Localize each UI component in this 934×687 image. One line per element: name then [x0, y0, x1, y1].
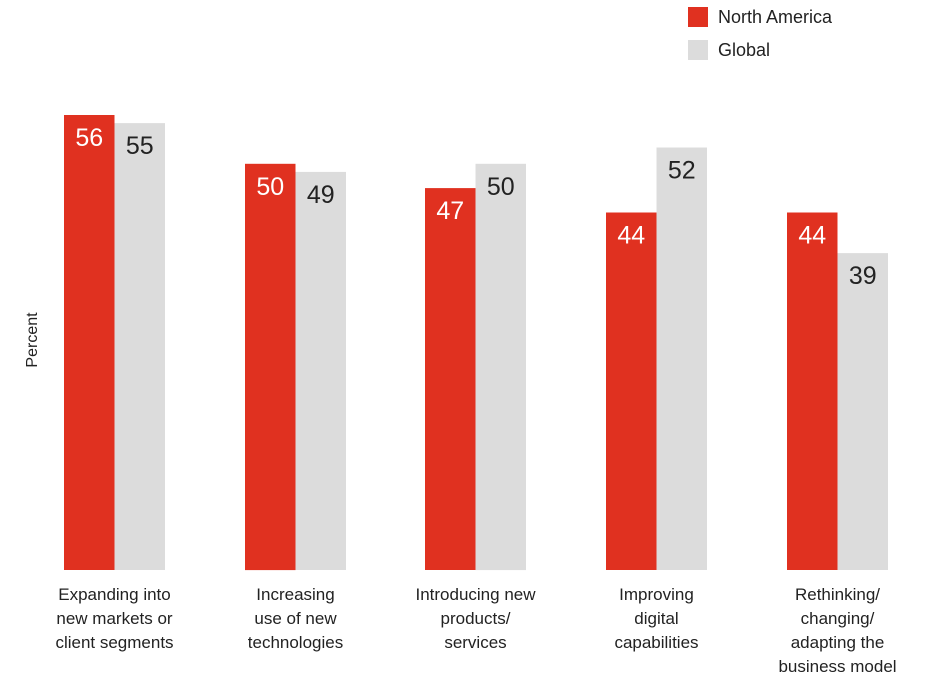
legend-label-north-america: North America	[718, 6, 833, 27]
legend-swatch-north-america	[688, 7, 708, 27]
category-label-3: Improving digital capabilities	[614, 585, 698, 652]
category-label-line: business model	[778, 657, 896, 676]
category-label-line: services	[444, 633, 506, 652]
bar-north-america-4	[787, 212, 838, 570]
category-label-0: Expanding into new markets or client segme…	[55, 585, 173, 652]
legend-item-north-america: North America	[688, 6, 832, 28]
data-label-north-america-3: 44	[617, 222, 645, 250]
legend-item-global: Global	[688, 39, 832, 61]
category-label-line: capabilities	[614, 633, 698, 652]
category-label-line: products/	[441, 609, 511, 628]
category-label-line: technologies	[248, 633, 343, 652]
data-label-north-america-1: 50	[256, 173, 284, 201]
bar-north-america-0	[64, 115, 115, 570]
bar-global-0	[114, 123, 165, 570]
bar-global-4	[837, 253, 888, 570]
bar-north-america-1	[245, 163, 296, 571]
bar-global-1	[295, 171, 346, 570]
category-label-line: client segments	[55, 633, 173, 652]
category-label-line: Introducing new	[415, 585, 536, 604]
bar-north-america-3	[606, 212, 657, 570]
data-label-north-america-4: 44	[798, 222, 826, 250]
category-label-1: Increasing use of new technologies	[248, 585, 343, 652]
category-label-line: Expanding into	[58, 585, 170, 604]
category-label-line: use of new	[254, 609, 337, 628]
category-label-line: changing/	[801, 609, 875, 628]
y-axis-label: Percent	[24, 312, 41, 368]
legend-swatch-global	[688, 40, 708, 60]
bar-global-3	[656, 147, 707, 570]
data-label-global-1: 49	[307, 181, 335, 209]
data-label-global-2: 50	[487, 173, 515, 201]
bar-global-2	[475, 163, 526, 571]
data-label-global-4: 39	[849, 262, 877, 290]
category-label-2: Introducing new products/services	[415, 585, 536, 652]
legend-label-global: Global	[718, 39, 771, 60]
category-label-line: Improving	[619, 585, 694, 604]
category-label-line: digital	[634, 609, 678, 628]
category-label-line: adapting the	[791, 633, 885, 652]
bar-north-america-2	[425, 188, 476, 570]
category-label-line: Rethinking/	[795, 585, 880, 604]
data-label-north-america-0: 56	[75, 124, 103, 152]
category-label-line: new markets or	[56, 609, 173, 628]
category-label-4: Rethinking/changing/adapting the business…	[778, 585, 896, 676]
data-label-north-america-2: 47	[436, 197, 464, 225]
category-label-line: Increasing	[256, 585, 334, 604]
legend: North America Global	[688, 6, 832, 72]
data-label-global-3: 52	[668, 157, 696, 185]
data-label-global-0: 55	[126, 132, 154, 160]
